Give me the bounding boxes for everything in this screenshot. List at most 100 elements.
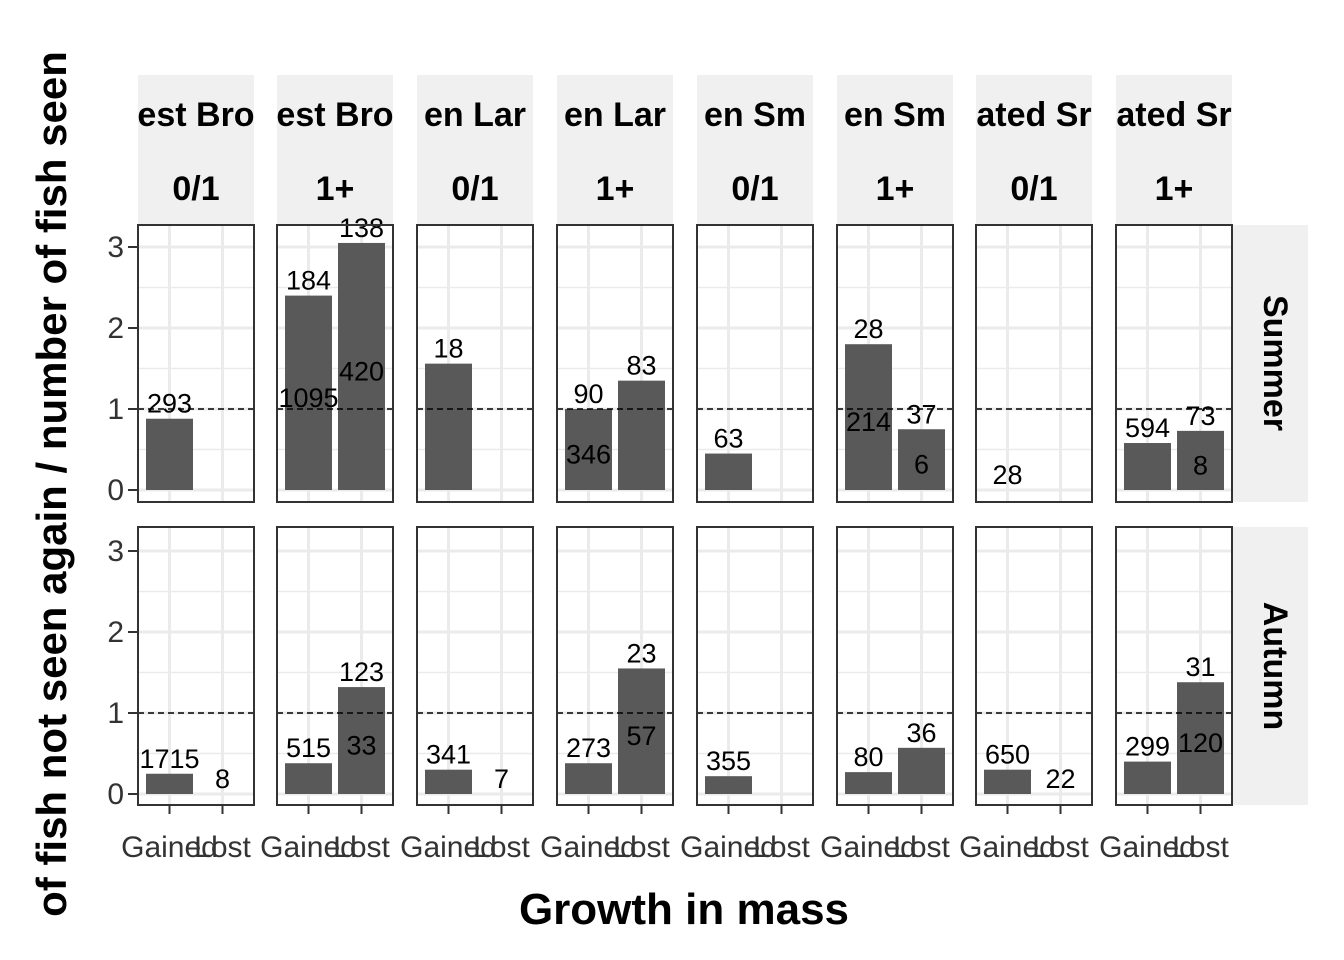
panel: 650 22 xyxy=(975,526,1093,806)
x-tick-label: Gained xyxy=(540,831,637,864)
data-label: 123 xyxy=(339,657,384,687)
panels: 293 184 1095 138 420 18 90 346 83 63 28 214 37 6 28 594… xyxy=(137,213,1233,806)
panel: 80 36 xyxy=(836,526,954,806)
x-tick-label: Lost xyxy=(1172,831,1229,864)
y-tick-label: 2 xyxy=(107,312,124,345)
data-label: 1095 xyxy=(278,383,338,413)
data-label: 293 xyxy=(147,389,192,419)
x-tick-label: Lost xyxy=(893,831,950,864)
panel: 515 123 33 xyxy=(276,526,394,806)
panel-border xyxy=(975,526,1093,806)
data-label: 120 xyxy=(1178,728,1223,758)
column-strip-bottom-label: 1+ xyxy=(596,170,635,208)
y-axes: 0 1 2 3 0 1 2 3 xyxy=(107,231,138,811)
data-label: 299 xyxy=(1125,732,1170,762)
data-label: 6 xyxy=(914,450,929,480)
y-tick-label: 2 xyxy=(107,616,124,649)
panel-border xyxy=(836,526,954,806)
column-strip-bottom-label: 0/1 xyxy=(172,170,219,208)
column-strip-top-label: en Sm xyxy=(704,96,806,134)
y-tick-label: 0 xyxy=(107,474,124,507)
data-label: 90 xyxy=(573,379,603,409)
panel-background xyxy=(138,527,254,805)
y-axis-title: of fish not seen again / number of fish … xyxy=(28,51,75,917)
panel-border xyxy=(556,224,674,503)
data-label: 28 xyxy=(853,314,883,344)
bar xyxy=(898,747,945,794)
column-strip-top-label: est Bro xyxy=(137,96,254,134)
panel-border xyxy=(1115,224,1233,503)
row-strips: Summer Autumn xyxy=(1232,225,1308,805)
y-tick-label: 1 xyxy=(107,393,124,426)
x-tick-label: Lost xyxy=(194,831,251,864)
panel-border xyxy=(1115,526,1233,806)
panel-border xyxy=(556,526,674,806)
data-label: 8 xyxy=(1193,450,1208,480)
column-strip: ated Sr 1+ xyxy=(1116,75,1232,225)
x-axis-title: Growth in mass xyxy=(519,885,849,934)
column-strip-bottom-label: 0/1 xyxy=(451,170,498,208)
panel: 63 xyxy=(696,224,814,503)
panel-background xyxy=(976,527,1092,805)
y-tick-label: 3 xyxy=(107,535,124,568)
y-tick-label: 0 xyxy=(107,778,124,811)
panel: 28 214 37 6 xyxy=(836,224,954,503)
data-label: 184 xyxy=(286,266,331,296)
panel: 184 1095 138 420 xyxy=(276,213,394,503)
panel: 355 xyxy=(696,526,814,806)
column-strip-top-label: est Bro xyxy=(276,96,393,134)
column-strip: en Sm 0/1 xyxy=(697,75,813,225)
panel-border xyxy=(137,526,255,806)
data-label: 355 xyxy=(706,746,751,776)
column-strip-bottom-label: 0/1 xyxy=(1010,170,1057,208)
data-label: 83 xyxy=(626,351,656,381)
data-label: 7 xyxy=(494,764,509,794)
bar xyxy=(618,380,665,490)
panel-border xyxy=(137,224,255,503)
x-tick-label: Lost xyxy=(473,831,530,864)
bar xyxy=(1124,761,1171,794)
bar xyxy=(425,769,472,794)
column-strip: est Bro 0/1 xyxy=(137,75,254,225)
data-label: 594 xyxy=(1125,413,1170,443)
data-label: 341 xyxy=(426,740,471,770)
y-tick-label: 1 xyxy=(107,697,124,730)
column-strip-top-label: ated Sr xyxy=(1116,96,1231,134)
x-tick-label: Gained xyxy=(1099,831,1196,864)
bar xyxy=(146,773,193,794)
data-label: 33 xyxy=(346,731,376,761)
panel-border xyxy=(836,224,954,503)
panel-background xyxy=(697,527,813,805)
column-strip-bottom-label: 1+ xyxy=(876,170,915,208)
data-label: 420 xyxy=(339,356,384,386)
panel-border xyxy=(276,224,394,503)
data-label: 18 xyxy=(433,334,463,364)
panel: 299 31 120 xyxy=(1115,526,1233,806)
data-label: 37 xyxy=(906,399,936,429)
bar xyxy=(1124,443,1171,490)
data-label: 23 xyxy=(626,638,656,668)
bar xyxy=(845,344,892,490)
x-tick-label: Lost xyxy=(1032,831,1089,864)
data-label: 8 xyxy=(215,764,230,794)
column-strip: en Lar 0/1 xyxy=(417,75,533,225)
data-label: 36 xyxy=(906,718,936,748)
bar xyxy=(338,687,385,794)
data-label: 1715 xyxy=(139,744,199,774)
data-label: 515 xyxy=(286,733,331,763)
bar xyxy=(425,363,472,490)
row-strip-label: Summer xyxy=(1256,295,1294,431)
panel-border xyxy=(696,224,814,503)
x-tick-label: Gained xyxy=(260,831,357,864)
bar xyxy=(285,295,332,490)
x-tick-label: Gained xyxy=(820,831,917,864)
data-label: 80 xyxy=(853,742,883,772)
bar xyxy=(898,429,945,490)
column-strips: est Bro 0/1 est Bro 1+ en Lar 0/1 en Lar… xyxy=(137,75,1232,225)
data-label: 214 xyxy=(846,407,891,437)
data-label: 63 xyxy=(713,424,743,454)
column-strip: est Bro 1+ xyxy=(276,75,393,225)
data-label: 73 xyxy=(1185,401,1215,431)
column-strip-bottom-label: 0/1 xyxy=(731,170,778,208)
